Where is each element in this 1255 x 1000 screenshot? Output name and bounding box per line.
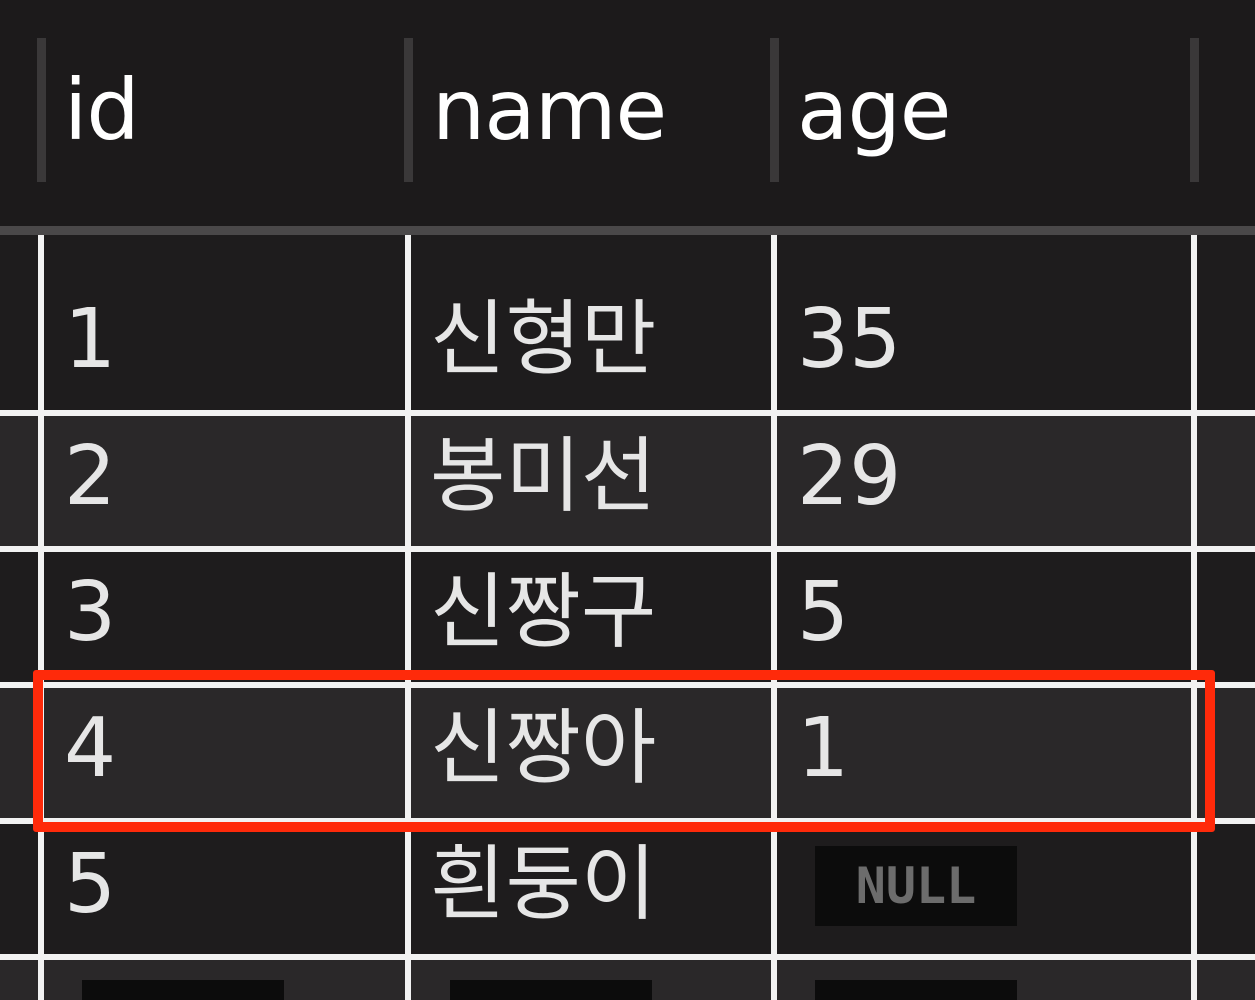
cell-age[interactable]: 35 bbox=[797, 292, 902, 387]
column-resize-handle[interactable] bbox=[404, 38, 413, 182]
column-header-age[interactable]: age bbox=[797, 61, 951, 159]
null-badge bbox=[815, 980, 1017, 1000]
cell-id[interactable]: 1 bbox=[64, 292, 117, 387]
table-row[interactable] bbox=[0, 824, 1255, 954]
column-divider bbox=[405, 235, 411, 1000]
cell-age[interactable]: 29 bbox=[797, 429, 902, 524]
column-resize-handle[interactable] bbox=[37, 38, 46, 182]
header-divider bbox=[0, 226, 1255, 235]
column-header-name[interactable]: name bbox=[432, 61, 667, 159]
cell-id[interactable]: 2 bbox=[64, 429, 117, 524]
table-row-selected[interactable] bbox=[0, 688, 1255, 818]
column-header-id[interactable]: id bbox=[64, 61, 140, 159]
cell-age[interactable]: 5 bbox=[797, 565, 850, 660]
cell-name[interactable]: 신짱아 bbox=[430, 701, 657, 796]
cell-id[interactable]: 3 bbox=[64, 565, 117, 660]
cell-age[interactable]: 1 bbox=[797, 701, 850, 796]
column-resize-handle[interactable] bbox=[770, 38, 779, 182]
null-badge bbox=[82, 980, 284, 1000]
table-header: id name age bbox=[0, 0, 1255, 228]
column-divider bbox=[771, 235, 777, 1000]
row-divider bbox=[0, 410, 1255, 416]
row-divider bbox=[0, 954, 1255, 960]
cell-id[interactable]: 4 bbox=[64, 701, 117, 796]
row-divider bbox=[0, 818, 1255, 824]
cell-name[interactable]: 흰둥이 bbox=[430, 837, 657, 932]
table-row[interactable] bbox=[0, 235, 1255, 410]
cell-name[interactable]: 봉미선 bbox=[430, 429, 657, 524]
cell-name[interactable]: 신짱구 bbox=[430, 565, 657, 660]
null-badge[interactable]: NULL bbox=[815, 846, 1017, 926]
row-divider bbox=[0, 546, 1255, 552]
row-divider bbox=[0, 682, 1255, 688]
column-divider bbox=[38, 235, 44, 1000]
table-row[interactable] bbox=[0, 416, 1255, 546]
cell-name[interactable]: 신형만 bbox=[430, 292, 657, 387]
table-row[interactable] bbox=[0, 552, 1255, 682]
null-badge bbox=[450, 980, 652, 1000]
column-divider bbox=[1191, 235, 1197, 1000]
column-resize-handle[interactable] bbox=[1190, 38, 1199, 182]
cell-id[interactable]: 5 bbox=[64, 837, 117, 932]
